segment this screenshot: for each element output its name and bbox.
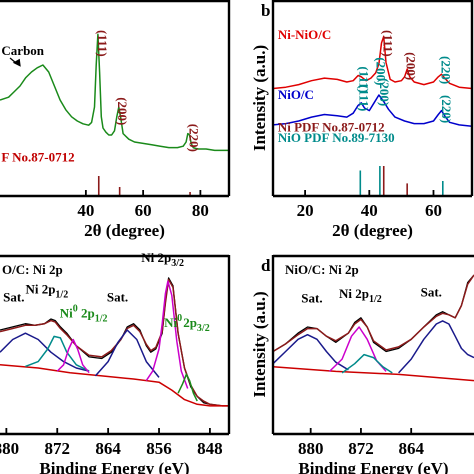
annotation: Ni0 xyxy=(164,313,182,330)
axes-frame-d xyxy=(271,254,474,436)
plot-area-b xyxy=(273,35,472,196)
x-tick-label: 848 xyxy=(197,439,223,458)
series-line-sat-1 xyxy=(273,333,349,371)
x-axis-title: Binding Energy (eV) xyxy=(39,459,189,474)
panel-a: 40 60 80 2θ (degree) Carbon (111) (200) (220) F … xyxy=(0,0,231,240)
annotation: Ni PDF No.87-0712 xyxy=(278,119,385,134)
series-line-sat-1 xyxy=(0,332,90,372)
panel-b: 20 40 60 2θ (degree) Intensity (a.u.) b Ni-NiO… xyxy=(250,0,474,240)
peak-label: (200) xyxy=(373,57,388,85)
series-line-sat-2 xyxy=(94,329,160,378)
annotation: NiO PDF No.89-7130 xyxy=(278,130,395,145)
panel-title: NiO/C: Ni 2p xyxy=(285,262,359,277)
peak-label: (111) xyxy=(95,30,110,57)
panel-letter: d xyxy=(261,256,271,275)
x-tick-label: 880 xyxy=(298,439,324,458)
annotation: Sat. xyxy=(3,290,24,305)
plot-area-d xyxy=(273,274,474,382)
annotation: Ni 2p1/2 xyxy=(339,286,382,305)
x-tick-label: 856 xyxy=(146,439,172,458)
series-line-ni2p12 xyxy=(328,326,387,372)
x-tick-label: 40 xyxy=(77,201,94,220)
axes-frame-c xyxy=(0,254,231,436)
annotation: Ni-NiO/C xyxy=(278,27,331,42)
panel-title: O/C: Ni 2p xyxy=(2,262,63,277)
peak-label: (220) xyxy=(186,124,201,152)
annotation: Carbon xyxy=(1,43,44,58)
x-tick-label: 864 xyxy=(398,439,424,458)
x-tick-label: 80 xyxy=(192,201,209,220)
plot-area-c xyxy=(0,277,229,407)
annotation: NiO/C xyxy=(278,87,314,102)
peak-label: (200) xyxy=(404,52,419,80)
peak-label: (220) xyxy=(439,95,454,123)
x-tick-label: 880 xyxy=(0,439,19,458)
panel-letter: b xyxy=(261,1,270,20)
annotation: Sat. xyxy=(107,290,128,305)
x-tick-label: 864 xyxy=(95,439,121,458)
panel-c: 880 872 864 856 848 Binding Energy (eV) O/C: N… xyxy=(0,250,231,474)
annotation: 2p3/2 xyxy=(183,315,210,334)
series-line-background xyxy=(273,366,474,382)
x-axis-title: 2θ (degree) xyxy=(332,221,413,240)
peak-label: (111) xyxy=(357,85,372,112)
peak-label: (220) xyxy=(439,56,454,84)
y-axis-title: Intensity (a.u.) xyxy=(250,291,269,397)
x-tick-label: 40 xyxy=(361,201,378,220)
series-line-background xyxy=(0,364,229,407)
annotation: Sat. xyxy=(301,291,322,306)
x-tick-label: 60 xyxy=(425,201,442,220)
axes-frame-a xyxy=(0,0,231,198)
series-line-Ni-NiO/C xyxy=(273,35,472,90)
annotation: Ni0 2p1/2 xyxy=(60,303,108,324)
x-axis-title: 2θ (degree) xyxy=(84,221,165,240)
annotation: Sat. xyxy=(421,284,442,299)
peak-label: (111) xyxy=(357,66,372,93)
peak-label: (200) xyxy=(377,78,392,106)
series-line-NiO/C xyxy=(273,94,472,127)
carbon-arrowhead xyxy=(12,58,21,67)
series-line-ni2p12 xyxy=(25,335,90,372)
peak-label: (111) xyxy=(381,30,396,57)
plot-area-a xyxy=(0,33,229,196)
x-tick-label: 872 xyxy=(348,439,374,458)
x-axis-title: Binding Energy (eV) xyxy=(298,459,448,474)
peak-label: (200) xyxy=(115,97,130,125)
series-line-ni0-2p12 xyxy=(56,338,90,374)
annotation: F No.87-0712 xyxy=(1,150,74,165)
series-line-ni2p32 xyxy=(145,280,189,389)
series-line-a-0 xyxy=(0,33,229,152)
axes-frame-b xyxy=(271,0,474,198)
series-line-ni0-2p32 xyxy=(177,373,198,402)
x-tick-label: 20 xyxy=(297,201,314,220)
annotation: Ni 2p1/2 xyxy=(25,282,68,301)
series-line-sat-2 xyxy=(398,320,474,374)
x-tick-label: 872 xyxy=(45,439,71,458)
series-line-fit-envelope xyxy=(273,274,474,353)
annotation: Ni 2p3/2 xyxy=(141,250,184,269)
x-tick-label: 60 xyxy=(135,201,152,220)
series-line-ni2p12-b xyxy=(341,353,393,374)
y-axis-title: Intensity (a.u.) xyxy=(250,45,269,151)
